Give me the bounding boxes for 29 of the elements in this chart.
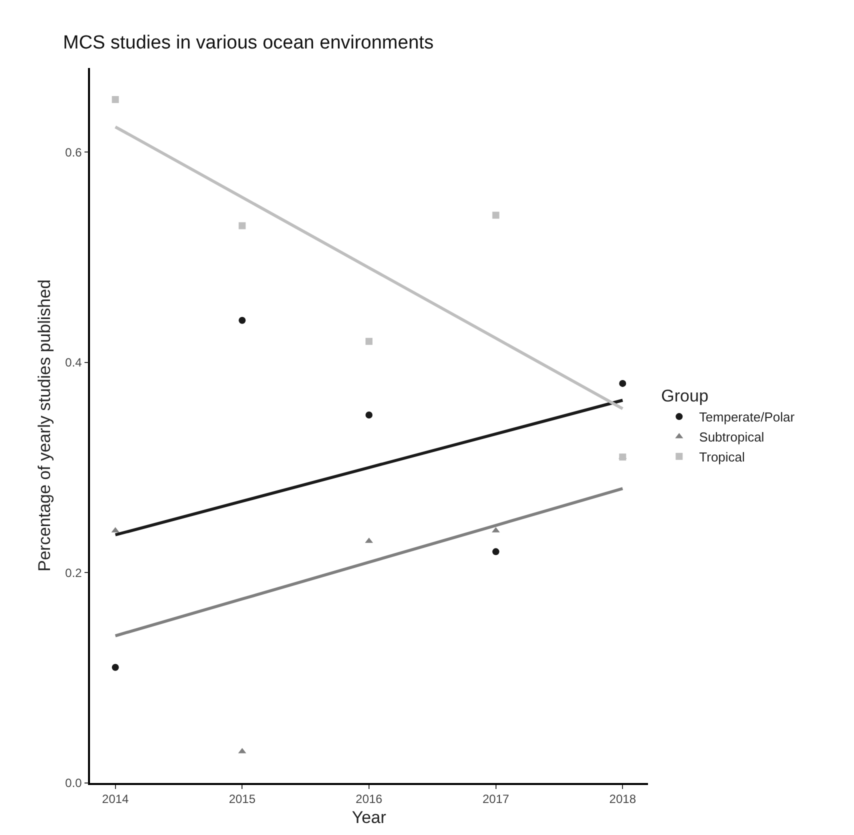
point — [238, 748, 246, 754]
line-series — [114, 125, 624, 410]
x-tick-label: 2017 — [482, 792, 510, 806]
y-tick-label: 0.4 — [65, 356, 82, 370]
chart-title: MCS studies in various ocean environments — [63, 32, 434, 54]
point — [238, 316, 246, 324]
legend-label: Tropical — [699, 449, 746, 464]
x-tick-label: 2014 — [102, 792, 130, 806]
legend-label: Subtropical — [699, 430, 764, 445]
y-tick-label: 0.0 — [65, 776, 82, 790]
legend-label: Temperate/Polar — [699, 410, 796, 425]
point — [492, 212, 500, 219]
point — [619, 380, 626, 387]
point — [366, 338, 372, 345]
x-axis-title: Year — [352, 808, 387, 828]
x-tick-label: 2018 — [609, 792, 636, 806]
point — [492, 548, 500, 556]
x-tick-label: 2015 — [228, 792, 256, 806]
legend-title: Group — [661, 386, 708, 406]
point — [366, 411, 372, 418]
point — [238, 222, 246, 230]
point — [112, 96, 119, 104]
y-axis-title: Percentage of yearly studies published — [35, 279, 54, 572]
y-tick-label: 0.2 — [65, 566, 82, 580]
x-tick-label: 2016 — [356, 792, 383, 806]
line-series — [114, 487, 624, 638]
line-series — [114, 398, 624, 536]
point — [112, 664, 119, 671]
y-tick-label: 0.6 — [65, 145, 82, 160]
